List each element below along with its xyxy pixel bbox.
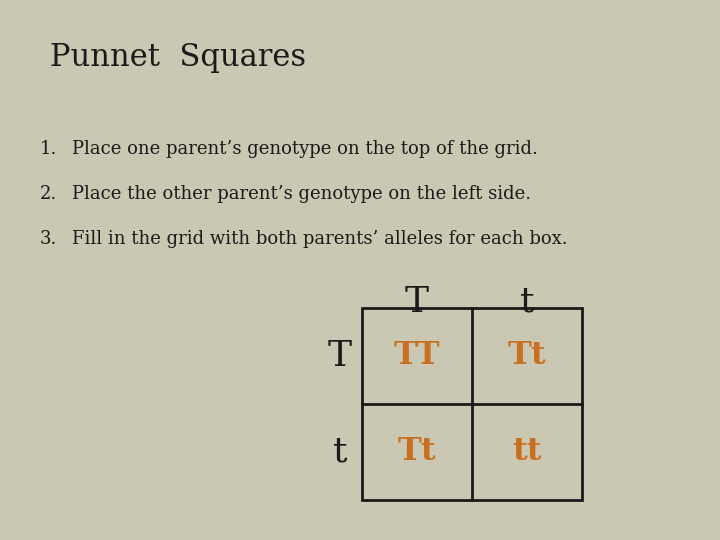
Text: t: t xyxy=(333,435,347,469)
Text: Place one parent’s genotype on the top of the grid.: Place one parent’s genotype on the top o… xyxy=(72,140,538,158)
Text: Place the other parent’s genotype on the left side.: Place the other parent’s genotype on the… xyxy=(72,185,531,203)
Text: T: T xyxy=(405,285,429,319)
Text: tt: tt xyxy=(512,436,541,468)
Text: 3.: 3. xyxy=(40,230,58,248)
Text: 1.: 1. xyxy=(40,140,58,158)
Text: T: T xyxy=(328,339,352,373)
Text: 2.: 2. xyxy=(40,185,58,203)
Text: TT: TT xyxy=(394,341,441,372)
Text: Punnet  Squares: Punnet Squares xyxy=(50,42,306,73)
Text: t: t xyxy=(520,285,534,319)
Text: Fill in the grid with both parents’ alleles for each box.: Fill in the grid with both parents’ alle… xyxy=(72,230,567,248)
Text: Tt: Tt xyxy=(508,341,546,372)
Bar xyxy=(362,308,582,500)
Text: Tt: Tt xyxy=(397,436,436,468)
